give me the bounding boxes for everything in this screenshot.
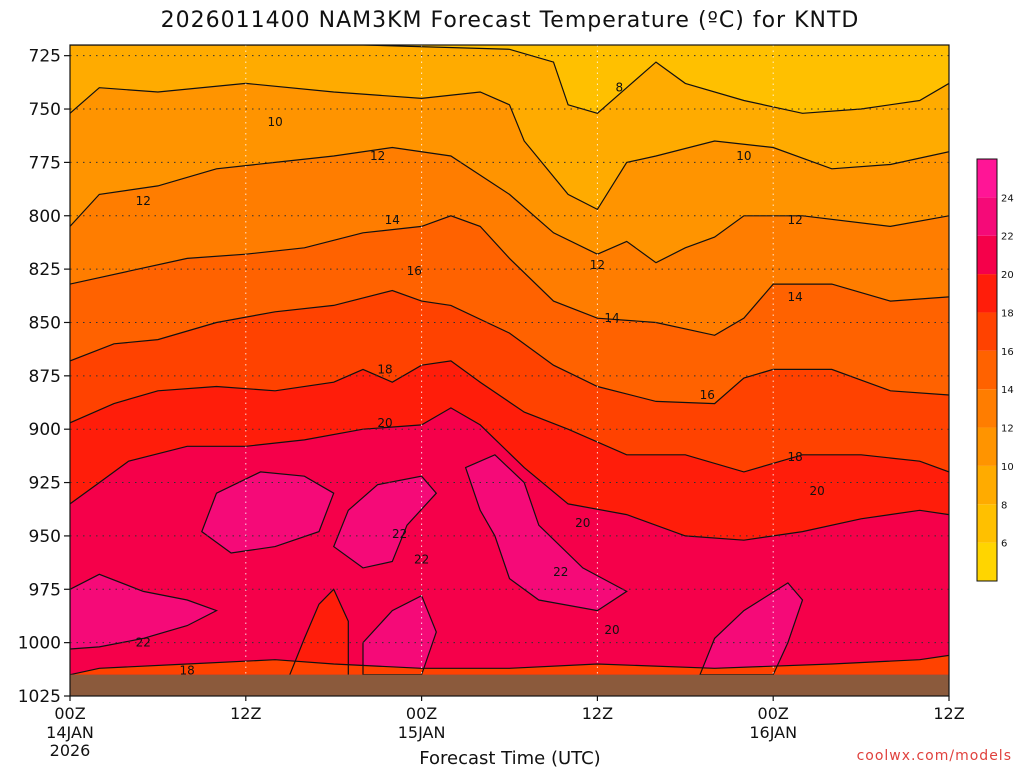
isotherm-20 [70,407,949,541]
isotherm-label-2: 10 [736,149,751,163]
isotherm-label-19: 22 [392,527,407,541]
colorbar-bin-18 [977,274,997,313]
x-tick-label-24: 00Z [406,704,437,723]
warm-pocket-3 [70,574,217,649]
isotherm-label-10: 16 [407,264,422,278]
isotherm-label-12: 18 [377,362,392,376]
isotherm-label-layer: 8 10 10 12 12 12 12 14 14 14 16 16 18 18 18 20 20 20 20 22 2… [136,81,825,678]
colorbar-bin-24 [977,159,997,198]
colorbar-bin-8 [977,465,997,505]
axes-layer: 7257507758008258508759009259509751000102… [18,47,965,760]
isotherm-20-pocket [289,588,349,675]
isotherm-label-5: 12 [590,258,605,272]
colorbar-bin-12 [977,389,997,428]
isotherm-label-11: 16 [700,388,715,402]
cool-pocket [289,589,349,675]
warm-pocket-1 [333,476,437,568]
x-tick-sublabel-0-0: 14JAN [46,723,94,742]
y-tick-label-800: 800 [29,207,61,227]
y-tick-label-1000: 1000 [18,634,61,654]
colorbar-bin-4 [977,542,997,581]
chart-title: 2026011400 NAM3KM Forecast Temperature (… [161,8,860,33]
y-tick-label-850: 850 [29,313,61,333]
colorbar-bin-22 [977,197,997,236]
ground-surface [70,674,949,696]
isotherm-18-surface [70,654,949,676]
y-tick-label-725: 725 [29,47,61,67]
x-tick-sublabel-48-0: 16JAN [749,723,797,742]
y-tick-label-950: 950 [29,527,61,547]
colorbar-tick-8: 8 [1001,500,1007,511]
colorbar-bin-6 [977,504,997,543]
y-tick-label-900: 900 [29,420,61,440]
isotherm-label-16: 20 [575,516,590,530]
temperature-fill-layer [70,45,949,696]
y-tick-label-750: 750 [29,100,61,120]
warm-pocket-0 [201,471,334,553]
credit-link[interactable]: coolwx.com/models [857,748,1012,764]
isotherm-label-21: 22 [553,565,568,579]
isotherm-16 [70,289,949,405]
colorbar-tick-12: 12 [1001,424,1014,435]
isotherm-12 [70,146,949,264]
x-tick-sublabel-24-0: 15JAN [398,723,446,742]
colorbar-bin-20 [977,235,997,275]
colorbar-tick-20: 20 [1001,270,1014,281]
isotherm-label-20: 22 [414,552,429,566]
colorbar-tick-24: 24 [1001,193,1014,204]
isotherm-22-pocket-2 [464,454,628,612]
isotherm-label-8: 14 [604,311,619,325]
y-tick-label-875: 875 [29,367,61,387]
colorbar-tick-10: 10 [1001,462,1014,473]
isotherm-label-0: 8 [616,81,624,95]
colorbar-bin-16 [977,312,997,351]
isotherm-18 [70,360,949,473]
isotherm-label-4: 12 [370,149,385,163]
colorbar-tick-14: 14 [1001,385,1014,396]
isotherm-label-22: 22 [136,636,151,650]
isotherm-22-pocket-3 [70,573,219,650]
colorbar-bin-10 [977,427,997,466]
near-surface-band [70,655,949,675]
colorbar: 6 8 10 12 14 16 18 20 22 24 [976,158,1014,582]
warm-pocket-4 [363,595,437,675]
isotherm-label-17: 20 [810,484,825,498]
y-tick-label-975: 975 [29,580,61,600]
isotherm-22-pocket-5 [699,582,804,676]
isotherm-label-13: 18 [788,450,803,464]
y-tick-label-925: 925 [29,474,61,494]
y-tick-label-1025: 1025 [18,687,61,707]
isotherm-22-pocket-0 [201,471,335,554]
isotherm-label-18: 20 [604,623,619,637]
isotherm-label-9: 14 [788,290,803,304]
isotherm-label-15: 20 [377,416,392,430]
y-tick-label-775: 775 [29,153,61,173]
isotherm-label-7: 14 [385,213,400,227]
plot-frame [69,44,950,697]
isotherm-8 [70,45,949,114]
colorbar-bin-14 [977,350,997,390]
isotherm-label-1: 10 [267,115,282,129]
x-tick-label-0: 00Z [54,704,85,723]
isotherm-label-3: 12 [136,194,151,208]
colorbar-tick-18: 18 [1001,308,1014,319]
colorbar-tick-6: 6 [1001,539,1007,550]
isotherm-label-14: 18 [180,663,195,677]
isotherm-10 [70,82,949,211]
x-tick-label-48: 00Z [758,704,789,723]
x-tick-label-12: 12Z [230,704,261,723]
x-tick-sublabel-0-1: 2026 [50,741,91,760]
warm-pocket-5 [700,582,803,675]
y-tick-label-825: 825 [29,260,61,280]
isotherm-22-pocket-1 [332,475,438,569]
ground-layer [70,674,949,696]
isotherm-label-6: 12 [788,213,803,227]
colorbar-tick-22: 22 [1001,232,1014,243]
x-tick-label-60: 12Z [933,704,964,723]
x-tick-label-36: 12Z [582,704,613,723]
colorbar-tick-16: 16 [1001,347,1014,358]
colorbar-frame [976,158,998,582]
x-axis-label: Forecast Time (UTC) [419,748,600,768]
